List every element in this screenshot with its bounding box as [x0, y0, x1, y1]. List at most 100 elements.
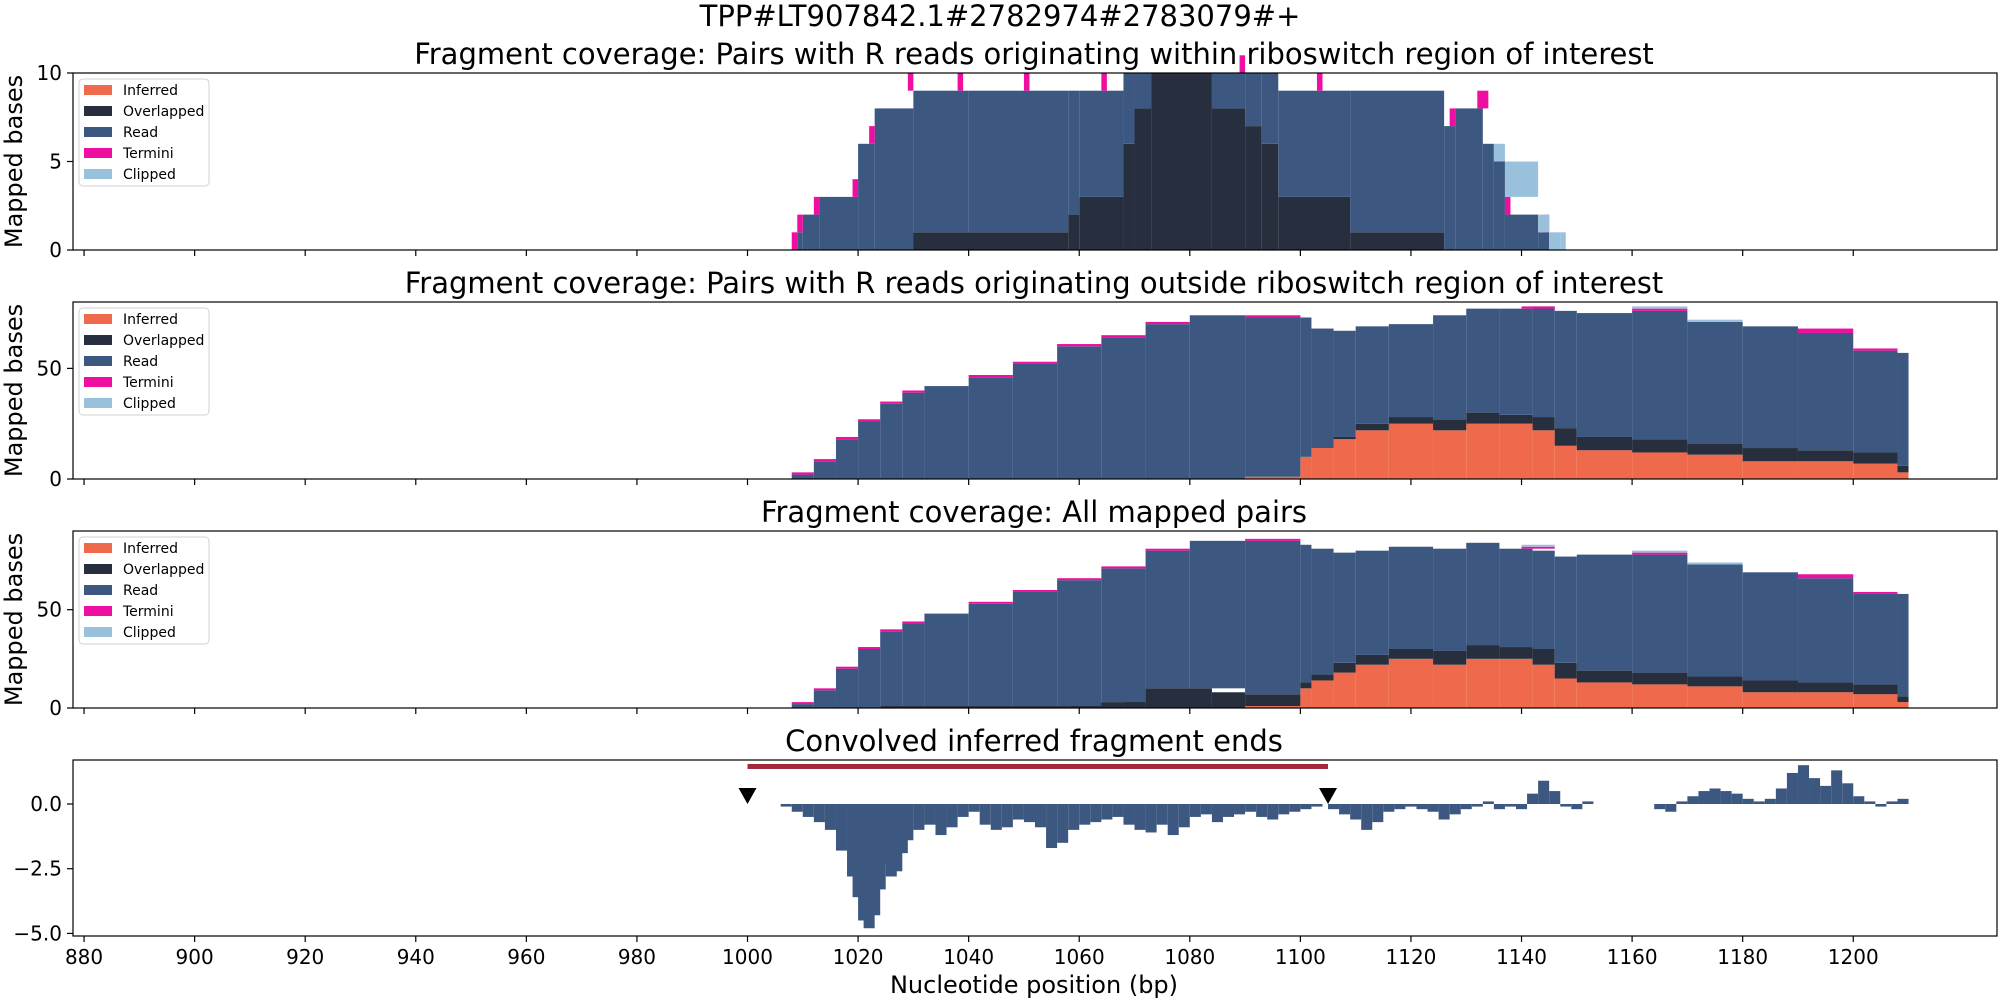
overlapped-bar — [1853, 452, 1898, 464]
clipped-bar — [1560, 232, 1566, 250]
read-bar — [1012, 591, 1058, 707]
inferred-bar — [1687, 454, 1743, 479]
termini-bar — [1316, 73, 1323, 91]
convolved-bar — [1471, 804, 1483, 807]
convolved-bar — [1797, 765, 1810, 804]
termini-bar — [1245, 538, 1301, 541]
convolved-bar — [1560, 804, 1572, 807]
overlapped-bar — [1576, 670, 1633, 683]
convolved-bar — [1001, 804, 1013, 828]
legend-label-read: Read — [123, 583, 158, 599]
read-bar — [1101, 337, 1146, 479]
legend: Inferred Overlapped Read Termini Clipped — [78, 536, 210, 645]
legend-label-inferred: Inferred — [123, 312, 178, 328]
clipped-bar — [1632, 550, 1688, 553]
read-bar — [1311, 548, 1334, 675]
series-clipped — [1493, 143, 1566, 250]
y-tick-label: 50 — [37, 356, 62, 380]
inferred-bar — [1466, 423, 1500, 479]
legend-label-read: Read — [123, 354, 158, 370]
convolved-bar — [1079, 804, 1091, 825]
overlapped-bar — [1897, 465, 1909, 473]
y-axis-label: Mapped bases — [0, 304, 28, 477]
x-axis-label: Nucleotide position (bp) — [890, 971, 1178, 999]
read-bar — [880, 403, 903, 479]
inferred-bar — [1300, 688, 1312, 708]
convolved-bar — [1853, 796, 1865, 804]
inferred-bar — [1466, 658, 1500, 708]
overlapped-bar — [1245, 126, 1262, 250]
overlapped-bar — [1466, 645, 1500, 659]
termini-bar — [902, 390, 925, 393]
inferred-bar — [1853, 463, 1898, 479]
read-bar — [1245, 73, 1262, 127]
convolved-bar — [1449, 804, 1461, 815]
axes-frame — [72, 759, 1998, 937]
termini-bar — [1101, 73, 1107, 91]
read-bar — [1797, 578, 1854, 683]
convolved-bar — [913, 804, 925, 830]
convolved-bar — [1676, 801, 1688, 804]
x-tick-label: 1080 — [1164, 945, 1215, 969]
termini-bar — [791, 232, 798, 250]
convolved-bar — [1549, 791, 1561, 804]
termini-bar — [1023, 73, 1030, 91]
x-tick-label: 1180 — [1717, 945, 1768, 969]
inferred-bar — [1300, 456, 1312, 479]
figure-title: TPP#LT907842.1#2782974#2783079#+ — [699, 0, 1301, 33]
read-bar — [1499, 308, 1533, 415]
read-bar — [1532, 550, 1555, 649]
inferred-bar — [1532, 664, 1555, 708]
overlapped-bar — [1261, 143, 1279, 250]
termini-bar — [1057, 344, 1102, 347]
inferred-bar — [1742, 461, 1798, 479]
termini-bar — [1477, 90, 1489, 109]
series-read — [797, 73, 1550, 251]
inferred-bar — [1576, 450, 1633, 479]
marker-triangle — [738, 788, 757, 804]
overlapped-bar — [1687, 443, 1743, 455]
inferred-bar — [1311, 680, 1334, 708]
inferred-bar — [1897, 472, 1909, 479]
read-bar — [791, 474, 814, 479]
convolved-bar — [1665, 804, 1677, 812]
convolved-bar — [1842, 783, 1854, 804]
y-tick-label: −2.5 — [13, 857, 62, 881]
series-inferred — [1245, 423, 1909, 479]
overlapped-bar — [1211, 108, 1246, 251]
legend-frame — [78, 536, 210, 645]
legend-label-read: Read — [123, 125, 158, 141]
overlapped-bar — [880, 232, 1069, 250]
termini-bar — [1012, 361, 1058, 364]
termini-bar — [869, 126, 875, 144]
read-bar — [1245, 540, 1301, 695]
inferred-bar — [1576, 682, 1633, 708]
read-bar — [1278, 90, 1351, 197]
overlapped-bar — [1350, 232, 1445, 250]
convolved-bar — [1339, 804, 1351, 815]
convolved-bar — [1222, 804, 1235, 817]
legend-swatch-read — [84, 585, 112, 595]
convolved-bar — [957, 804, 969, 817]
termini-bar — [1057, 578, 1102, 581]
inferred-bar — [1311, 448, 1334, 479]
legend-label-overlapped: Overlapped — [123, 333, 204, 349]
read-bar — [1444, 126, 1456, 250]
convolved-bar — [1831, 770, 1843, 804]
read-bar — [1189, 315, 1246, 479]
termini-bar — [1521, 306, 1555, 309]
read-bar — [858, 649, 881, 708]
convolved-bar — [1057, 804, 1069, 843]
series-clipped — [1632, 306, 1743, 322]
termini-bar — [1101, 335, 1146, 338]
read-bar — [968, 377, 1013, 479]
read-bar — [1145, 324, 1190, 479]
series-inferred — [1245, 658, 1909, 708]
convolved-bar — [824, 804, 836, 830]
panel-convolved-ends: Convolved inferred fragment ends 0.0 −2.5 −… — [13, 724, 1998, 969]
overlapped-bar — [1278, 196, 1351, 250]
termini-bar — [1012, 590, 1058, 592]
series-termini — [791, 538, 1898, 705]
legend: Inferred Overlapped Read Termini Clipped — [78, 78, 210, 187]
